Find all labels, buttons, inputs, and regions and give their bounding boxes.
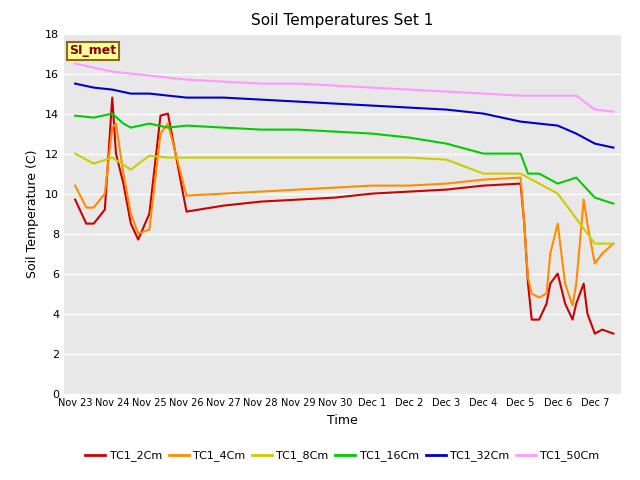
Title: Soil Temperatures Set 1: Soil Temperatures Set 1 — [252, 13, 433, 28]
X-axis label: Time: Time — [327, 414, 358, 427]
Legend: TC1_2Cm, TC1_4Cm, TC1_8Cm, TC1_16Cm, TC1_32Cm, TC1_50Cm: TC1_2Cm, TC1_4Cm, TC1_8Cm, TC1_16Cm, TC1… — [81, 446, 604, 466]
Y-axis label: Soil Temperature (C): Soil Temperature (C) — [26, 149, 40, 278]
Text: SI_met: SI_met — [70, 44, 116, 58]
